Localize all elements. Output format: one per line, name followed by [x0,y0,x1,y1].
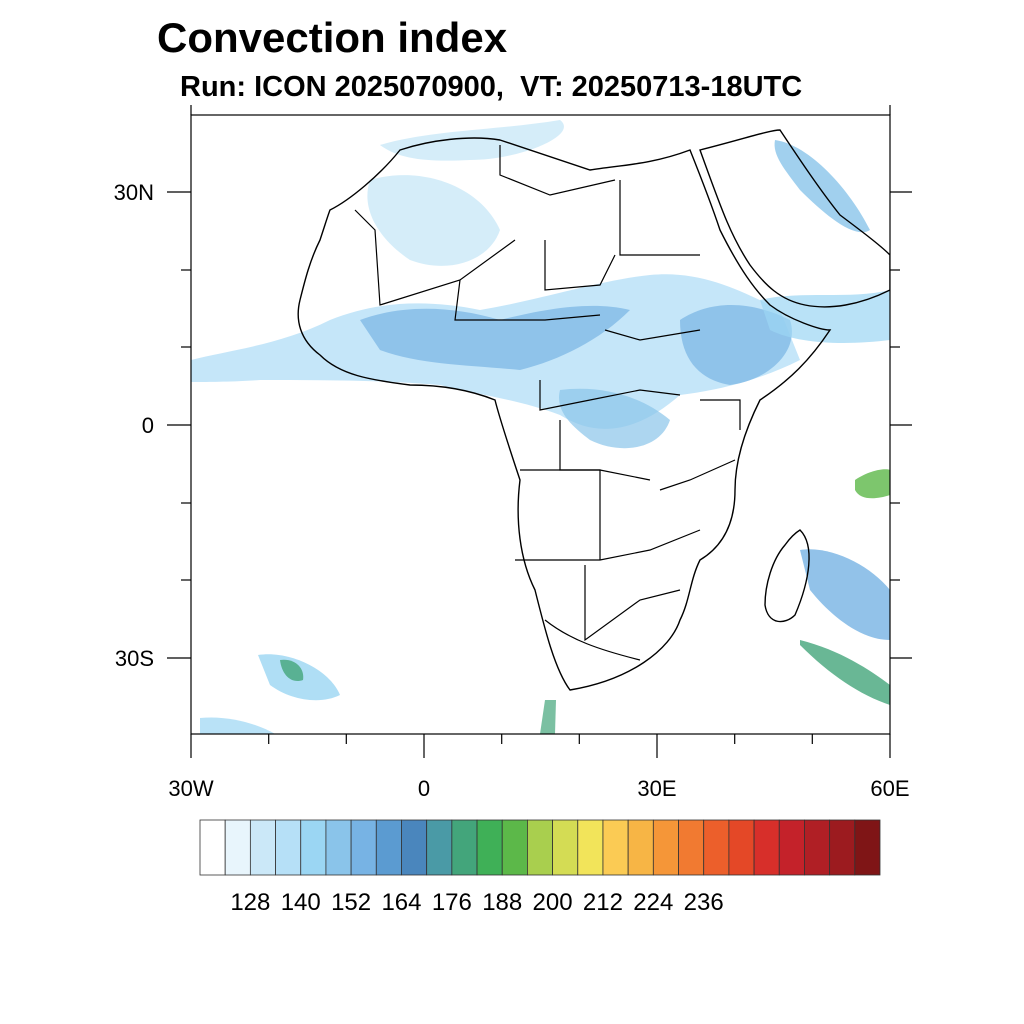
colorbar-swatch [602,819,629,876]
colorbar-swatch [501,819,528,876]
country-borders [354,145,741,661]
colorbar-swatch [426,819,453,876]
colorbar-swatch [753,819,780,876]
arabia-outline [699,129,890,308]
coastlines [297,129,890,691]
colorbar-swatch [854,819,881,876]
convection-field [191,120,890,734]
lon-label-60e: 60E [870,776,910,801]
tick-marks [167,105,912,758]
sw-edge-patch [200,717,275,734]
sahel-core [360,305,630,370]
colorbar-swatch [728,819,755,876]
colorbar-swatch [527,819,553,876]
south-atlantic-stripe [540,700,556,734]
south-atlantic-core [280,659,304,682]
lon-label-30e: 30E [637,776,677,801]
colorbar-label: 152 [331,889,372,916]
colorbar-label: 200 [532,889,573,916]
colorbar-label: 164 [381,889,422,916]
colorbar-swatch [224,819,251,876]
lon-label-30w: 30W [168,776,214,801]
colorbar-swatch [476,819,503,876]
colorbar-label: 140 [280,889,321,916]
indian-ocean-patch [855,469,890,499]
madagascar-outline [764,529,810,623]
sw-indian-band [800,640,890,705]
colorbar-swatch [829,819,856,876]
sahara-patch [367,175,500,266]
colorbar-label: 128 [230,889,271,916]
africa-outline [297,137,832,691]
colorbar-swatch [703,819,730,876]
colorbar-label: 212 [582,889,623,916]
colorbar-swatch [627,819,654,876]
colorbar-swatch [451,819,478,876]
madagascar-patch [800,549,890,640]
ethiopia-patch [680,305,792,385]
colorbar-swatch [199,819,226,876]
colorbar-swatch [652,819,679,876]
colorbar-swatch [375,819,402,876]
lat-label-30s: 30S [114,646,154,671]
lat-label-30n: 30N [113,180,154,205]
colorbar-swatch [300,819,327,876]
lon-label-0: 0 [417,776,431,801]
north-patch [380,120,564,161]
chart-subtitle: Run: ICON 2025070900, VT: 20250713-18UTC [180,71,803,103]
colorbar-swatch [678,819,705,876]
colorbar-swatch [275,819,302,876]
colorbar-swatch [804,819,831,876]
colorbar-swatch [325,819,352,876]
colorbar-label: 224 [633,889,674,916]
colorbar [199,819,881,876]
colorbar-swatch [249,819,276,876]
chart-title: Convection index [157,14,508,61]
map-frame [190,114,891,735]
colorbar-swatch [401,819,428,876]
colorbar-swatch [778,819,805,876]
colorbar-label: 176 [431,889,472,916]
colorbar-swatch [577,819,604,876]
colorbar-swatch [552,819,579,876]
arabia-patch [774,140,870,233]
lat-label-0: 0 [141,413,154,438]
colorbar-label: 188 [482,889,523,916]
colorbar-label: 236 [683,889,724,916]
colorbar-swatch [350,819,377,876]
congo-patch [559,388,670,449]
